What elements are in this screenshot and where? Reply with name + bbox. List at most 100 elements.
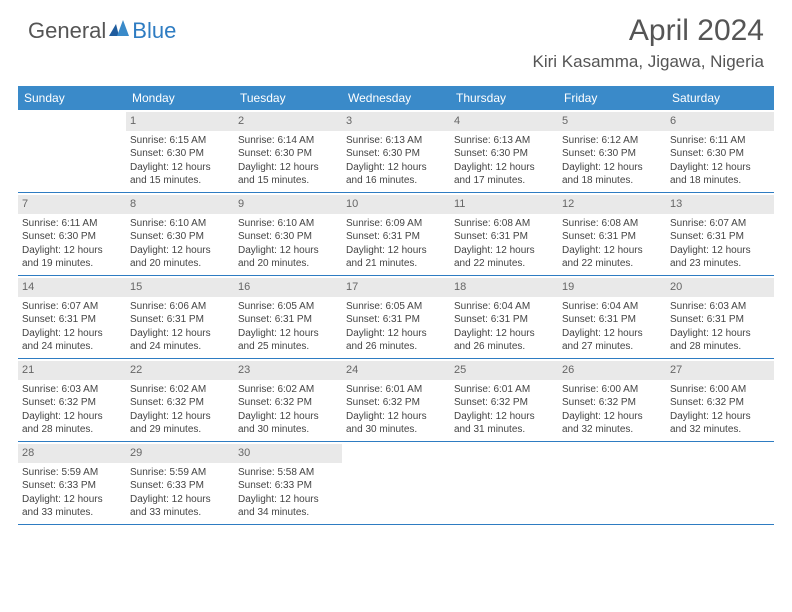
calendar-day-cell: 22Sunrise: 6:02 AMSunset: 6:32 PMDayligh… — [126, 359, 234, 441]
sunset-text: Sunset: 6:32 PM — [454, 396, 554, 410]
day-number: 16 — [234, 278, 342, 297]
weekday-header: Friday — [558, 86, 666, 110]
sunrise-text: Sunrise: 6:06 AM — [130, 300, 230, 314]
calendar-day-cell: 11Sunrise: 6:08 AMSunset: 6:31 PMDayligh… — [450, 193, 558, 275]
calendar-week-row: 21Sunrise: 6:03 AMSunset: 6:32 PMDayligh… — [18, 358, 774, 441]
day-number: 25 — [450, 361, 558, 380]
calendar-day-cell: 8Sunrise: 6:10 AMSunset: 6:30 PMDaylight… — [126, 193, 234, 275]
daylight-text: Daylight: 12 hours and 24 minutes. — [22, 327, 122, 354]
daylight-text: Daylight: 12 hours and 33 minutes. — [22, 493, 122, 520]
day-number: 18 — [450, 278, 558, 297]
sunset-text: Sunset: 6:30 PM — [22, 230, 122, 244]
day-number: 13 — [666, 195, 774, 214]
sunrise-text: Sunrise: 6:00 AM — [670, 383, 770, 397]
sunrise-text: Sunrise: 6:03 AM — [670, 300, 770, 314]
daylight-text: Daylight: 12 hours and 25 minutes. — [238, 327, 338, 354]
sunset-text: Sunset: 6:31 PM — [130, 313, 230, 327]
sunrise-text: Sunrise: 6:02 AM — [130, 383, 230, 397]
daylight-text: Daylight: 12 hours and 21 minutes. — [346, 244, 446, 271]
calendar-week-row: 14Sunrise: 6:07 AMSunset: 6:31 PMDayligh… — [18, 275, 774, 358]
logo-text-general: General — [28, 18, 106, 44]
sunset-text: Sunset: 6:32 PM — [670, 396, 770, 410]
sunrise-text: Sunrise: 6:11 AM — [22, 217, 122, 231]
day-number: 26 — [558, 361, 666, 380]
calendar-day-cell: 4Sunrise: 6:13 AMSunset: 6:30 PMDaylight… — [450, 110, 558, 192]
calendar-day-cell: 25Sunrise: 6:01 AMSunset: 6:32 PMDayligh… — [450, 359, 558, 441]
daylight-text: Daylight: 12 hours and 20 minutes. — [130, 244, 230, 271]
weekday-header: Monday — [126, 86, 234, 110]
weekday-header-row: Sunday Monday Tuesday Wednesday Thursday… — [18, 86, 774, 110]
sunrise-text: Sunrise: 6:05 AM — [238, 300, 338, 314]
calendar-day-cell: 24Sunrise: 6:01 AMSunset: 6:32 PMDayligh… — [342, 359, 450, 441]
sunrise-text: Sunrise: 6:05 AM — [346, 300, 446, 314]
day-number: 22 — [126, 361, 234, 380]
calendar-day-cell: 19Sunrise: 6:04 AMSunset: 6:31 PMDayligh… — [558, 276, 666, 358]
daylight-text: Daylight: 12 hours and 31 minutes. — [454, 410, 554, 437]
daylight-text: Daylight: 12 hours and 22 minutes. — [454, 244, 554, 271]
day-number: 9 — [234, 195, 342, 214]
calendar-day-cell — [558, 442, 666, 524]
sunset-text: Sunset: 6:32 PM — [346, 396, 446, 410]
sunset-text: Sunset: 6:33 PM — [130, 479, 230, 493]
sunset-text: Sunset: 6:33 PM — [22, 479, 122, 493]
daylight-text: Daylight: 12 hours and 23 minutes. — [670, 244, 770, 271]
sunrise-text: Sunrise: 6:09 AM — [346, 217, 446, 231]
day-number: 7 — [18, 195, 126, 214]
day-number: 19 — [558, 278, 666, 297]
sunset-text: Sunset: 6:30 PM — [454, 147, 554, 161]
calendar-day-cell: 1Sunrise: 6:15 AMSunset: 6:30 PMDaylight… — [126, 110, 234, 192]
weeks-container: 1Sunrise: 6:15 AMSunset: 6:30 PMDaylight… — [18, 110, 774, 525]
day-number: 6 — [666, 112, 774, 131]
calendar: Sunday Monday Tuesday Wednesday Thursday… — [18, 86, 774, 525]
sunset-text: Sunset: 6:30 PM — [670, 147, 770, 161]
calendar-day-cell: 17Sunrise: 6:05 AMSunset: 6:31 PMDayligh… — [342, 276, 450, 358]
daylight-text: Daylight: 12 hours and 16 minutes. — [346, 161, 446, 188]
day-number: 23 — [234, 361, 342, 380]
logo-flag-icon — [109, 20, 129, 43]
calendar-day-cell: 7 Sunrise: 6:11 AMSunset: 6:30 PMDaylight… — [18, 193, 126, 275]
calendar-day-cell: 6 Sunrise: 6:11 AMSunset: 6:30 PMDaylight… — [666, 110, 774, 192]
sunrise-text: Sunrise: 6:10 AM — [130, 217, 230, 231]
calendar-day-cell: 21Sunrise: 6:03 AMSunset: 6:32 PMDayligh… — [18, 359, 126, 441]
calendar-day-cell: 28Sunrise: 5:59 AMSunset: 6:33 PMDayligh… — [18, 442, 126, 524]
sunset-text: Sunset: 6:32 PM — [562, 396, 662, 410]
sunset-text: Sunset: 6:31 PM — [346, 230, 446, 244]
daylight-text: Daylight: 12 hours and 17 minutes. — [454, 161, 554, 188]
sunrise-text: Sunrise: 6:08 AM — [454, 217, 554, 231]
daylight-text: Daylight: 12 hours and 18 minutes. — [670, 161, 770, 188]
calendar-day-cell: 16Sunrise: 6:05 AMSunset: 6:31 PMDayligh… — [234, 276, 342, 358]
sunrise-text: Sunrise: 6:08 AM — [562, 217, 662, 231]
daylight-text: Daylight: 12 hours and 30 minutes. — [346, 410, 446, 437]
day-number: 20 — [666, 278, 774, 297]
sunrise-text: Sunrise: 6:07 AM — [670, 217, 770, 231]
sunrise-text: Sunrise: 6:11 AM — [670, 134, 770, 148]
sunrise-text: Sunrise: 6:01 AM — [346, 383, 446, 397]
logo-text-blue: Blue — [132, 18, 176, 44]
daylight-text: Daylight: 12 hours and 28 minutes. — [670, 327, 770, 354]
weekday-header: Sunday — [18, 86, 126, 110]
sunset-text: Sunset: 6:31 PM — [562, 230, 662, 244]
daylight-text: Daylight: 12 hours and 28 minutes. — [22, 410, 122, 437]
sunset-text: Sunset: 6:30 PM — [562, 147, 662, 161]
sunrise-text: Sunrise: 6:04 AM — [562, 300, 662, 314]
sunrise-text: Sunrise: 6:10 AM — [238, 217, 338, 231]
location-text: Kiri Kasamma, Jigawa, Nigeria — [533, 52, 764, 72]
sunrise-text: Sunrise: 6:07 AM — [22, 300, 122, 314]
calendar-day-cell: 23Sunrise: 6:02 AMSunset: 6:32 PMDayligh… — [234, 359, 342, 441]
daylight-text: Daylight: 12 hours and 20 minutes. — [238, 244, 338, 271]
sunset-text: Sunset: 6:31 PM — [22, 313, 122, 327]
daylight-text: Daylight: 12 hours and 18 minutes. — [562, 161, 662, 188]
calendar-week-row: 7Sunrise: 6:11 AMSunset: 6:30 PMDaylight… — [18, 192, 774, 275]
weekday-header: Wednesday — [342, 86, 450, 110]
daylight-text: Daylight: 12 hours and 15 minutes. — [238, 161, 338, 188]
weekday-header: Tuesday — [234, 86, 342, 110]
day-number: 11 — [450, 195, 558, 214]
sunset-text: Sunset: 6:30 PM — [346, 147, 446, 161]
weekday-header: Thursday — [450, 86, 558, 110]
daylight-text: Daylight: 12 hours and 19 minutes. — [22, 244, 122, 271]
calendar-week-row: 28Sunrise: 5:59 AMSunset: 6:33 PMDayligh… — [18, 441, 774, 524]
sunset-text: Sunset: 6:31 PM — [670, 230, 770, 244]
day-number: 10 — [342, 195, 450, 214]
calendar-day-cell — [450, 442, 558, 524]
daylight-text: Daylight: 12 hours and 32 minutes. — [670, 410, 770, 437]
